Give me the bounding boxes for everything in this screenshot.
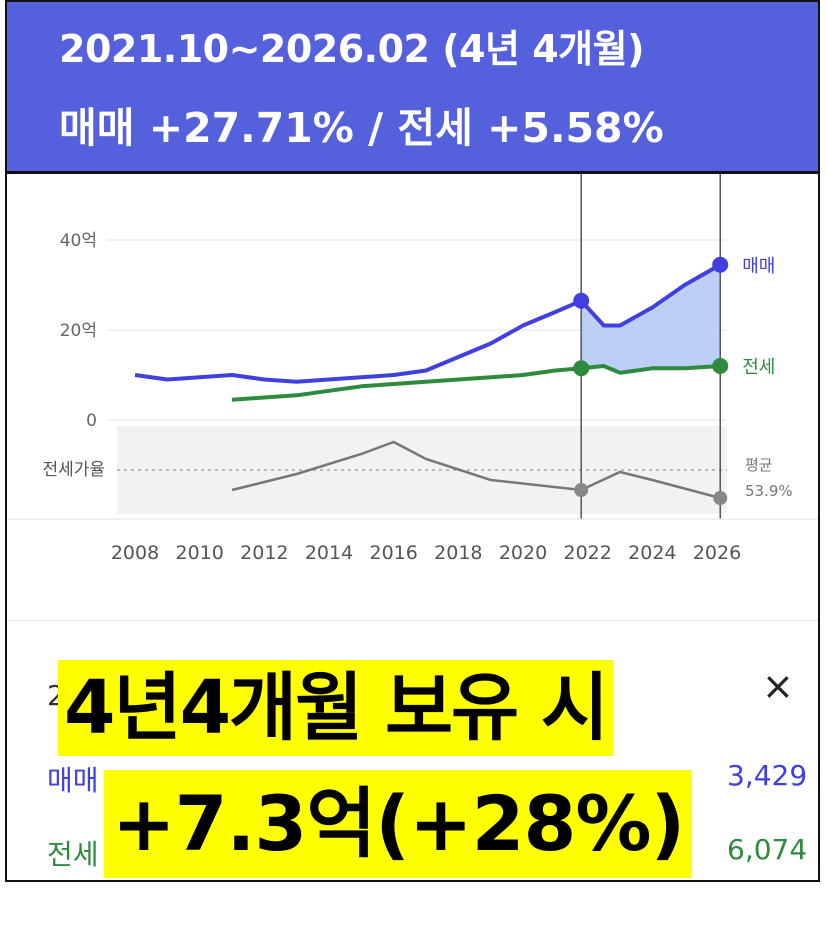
x-tick-label: 2010 xyxy=(175,542,223,564)
period-text: 2021.10~2026.02 (4년 4개월) xyxy=(59,27,644,71)
x-tick-label: 2012 xyxy=(240,542,288,564)
x-tick-label: 2020 xyxy=(499,542,547,564)
ratio-line xyxy=(231,440,721,500)
x-tick-label: 2024 xyxy=(628,542,676,564)
ratio-marker xyxy=(713,491,728,505)
panel-sale-label: 매매 xyxy=(47,764,99,797)
y-tick-label: 0 xyxy=(86,411,97,431)
ratio-series-label: 전세가율 xyxy=(42,460,105,480)
close-icon[interactable]: × xyxy=(762,664,794,708)
ratio-band xyxy=(117,426,727,514)
change-summary-text: 매매 +27.71% / 전세 +5.58% xyxy=(59,104,664,152)
x-tick-label: 2022 xyxy=(563,542,611,564)
x-tick-label: 2016 xyxy=(369,542,417,564)
holding-period-caption: 4년4개월 보유 시 xyxy=(58,660,613,756)
series-line-sale xyxy=(134,263,722,384)
series-marker xyxy=(712,358,729,374)
x-tick-label: 2018 xyxy=(434,542,482,564)
highlight-area xyxy=(581,264,721,373)
series-marker xyxy=(573,360,590,377)
ratio-marker xyxy=(574,483,589,497)
series-label: 매매 xyxy=(742,256,775,277)
series-marker xyxy=(712,256,729,273)
panel-sale-value: 3,429 xyxy=(727,759,808,792)
series-marker xyxy=(573,292,590,309)
series-label: 전세 xyxy=(742,357,775,378)
average-value: 53.9% xyxy=(745,482,793,500)
y-tick-label: 40억 xyxy=(60,231,97,251)
panel-jeonse-label: 전세 xyxy=(47,838,99,871)
panel-jeonse-value: 6,074 xyxy=(727,833,808,866)
y-tick-label: 20억 xyxy=(60,321,97,341)
average-label: 평균 xyxy=(745,456,773,474)
gain-caption: +7.3억(+28%) xyxy=(104,770,693,878)
summary-header: 2021.10~2026.02 (4년 4개월) 매매 +27.71% / 전세… xyxy=(7,2,818,174)
x-tick-label: 2014 xyxy=(305,542,353,564)
series-line-jeonse xyxy=(231,364,721,402)
x-tick-label: 2008 xyxy=(111,542,159,564)
x-tick-label: 2026 xyxy=(693,542,741,564)
